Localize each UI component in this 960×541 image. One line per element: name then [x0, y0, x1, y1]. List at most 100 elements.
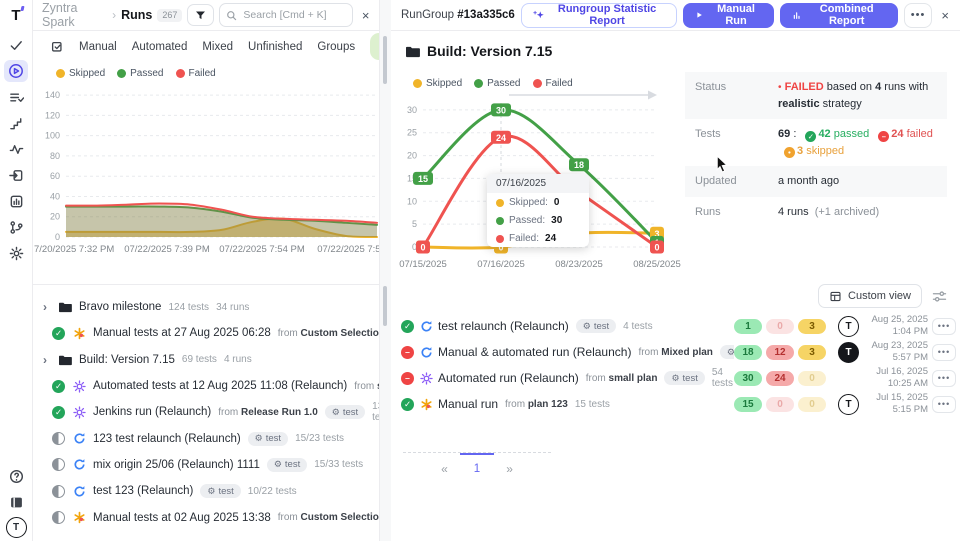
run-row[interactable]: ✓ Jenkins run (Relaunch) from Release Run …	[32, 399, 393, 425]
filter-button[interactable]	[187, 4, 215, 26]
svg-text:07/16/2025: 07/16/2025	[477, 259, 525, 270]
docs-book-icon[interactable]	[4, 491, 28, 513]
report-chart-icon[interactable]	[4, 190, 28, 212]
check-icon[interactable]	[4, 34, 28, 56]
run-row[interactable]: ✓ Manual tests at 27 Aug 2025 06:28 from C…	[32, 320, 413, 346]
run-row[interactable]: mix origin 25/06 (Relaunch) 1111 ⚙ test 15/…	[32, 452, 379, 478]
legend-dot-icon	[474, 79, 484, 88]
sliders-icon[interactable]	[932, 290, 947, 303]
rungroup-run-row[interactable]: – Manual & automated run (Relaunch) from M…	[401, 339, 956, 365]
avatar-cell: T	[838, 393, 866, 415]
page-number[interactable]: 1	[458, 453, 496, 475]
partial-status-icon	[52, 511, 65, 525]
skipped-badge: 0	[798, 396, 826, 412]
run-folder-row[interactable]: › Build: Version 7.15 69 tests 4 runs	[32, 347, 379, 373]
svg-text:08/23/2025: 08/23/2025	[555, 259, 603, 270]
passed-badge: 30	[734, 370, 762, 386]
custom-view-button[interactable]: Custom view	[818, 284, 922, 308]
rungroup-body: Build: Version 7.15 Skipped Passed Failed …	[391, 30, 960, 541]
manual-run-button[interactable]: Manual Run	[683, 2, 775, 28]
pagination: « 1 »	[403, 452, 551, 476]
run-row[interactable]: Manual tests at 02 Aug 2025 13:38 from Cu…	[32, 504, 413, 530]
relaunch-run-icon	[72, 432, 86, 446]
row-menu-button[interactable]: •••	[932, 317, 956, 335]
chart-legend: Skipped Passed Failed	[399, 72, 691, 91]
tab-manual[interactable]: Manual	[79, 40, 117, 53]
more-actions-button[interactable]: •••	[903, 2, 933, 28]
settings-gear-icon[interactable]	[4, 242, 28, 264]
scrollbar-thumb-list[interactable]	[383, 286, 387, 326]
row-menu-button[interactable]: •••	[932, 369, 956, 387]
svg-text:15: 15	[407, 173, 417, 183]
run-row[interactable]: 123 test relaunch (Relaunch) ⚙ test 15/23 t…	[32, 425, 379, 451]
svg-text:20: 20	[50, 212, 60, 222]
run-tests-count: 15/33 tests	[314, 459, 364, 471]
svg-text:3: 3	[654, 229, 659, 239]
tab-mixed[interactable]: Mixed	[202, 40, 234, 53]
run-row[interactable]: ✓ Automated tests at 12 Aug 2025 11:08 (R…	[32, 373, 446, 399]
legend-dot-icon	[117, 69, 127, 78]
combined-report-button[interactable]: Combined Report	[780, 2, 898, 28]
tooltip-date: 07/16/2025	[487, 174, 589, 193]
run-from-plan: Mixed plan	[661, 346, 713, 358]
legend-dot-icon	[175, 69, 185, 78]
legend-item-failed: Failed	[532, 78, 573, 89]
passed-check-icon: ✓	[52, 326, 65, 340]
user-avatar[interactable]: T	[5, 517, 27, 538]
failed-badge: 24	[766, 370, 794, 386]
run-row[interactable]: test 123 (Relaunch) ⚙ test 10/22 tests	[32, 478, 379, 504]
next-page-button[interactable]: »	[506, 462, 513, 476]
rungroup-run-row[interactable]: ✓ Manual run from plan 123 15 tests 15 0 0 T Jul…	[401, 391, 956, 417]
help-icon[interactable]	[4, 465, 28, 487]
svg-text:08/25/2025: 08/25/2025	[633, 259, 681, 270]
expand-chevron-icon[interactable]: ›	[43, 352, 47, 367]
svg-text:120: 120	[45, 110, 60, 120]
branch-icon[interactable]	[4, 216, 28, 238]
search-input[interactable]	[241, 8, 346, 22]
rungroup-run-row[interactable]: ✓ test relaunch (Relaunch) ⚙ test 4 tests 1 0 3…	[401, 313, 956, 339]
run-title: 123 test relaunch (Relaunch)	[93, 432, 241, 445]
select-all-icon[interactable]	[50, 40, 64, 54]
scrollbar-thumb-top[interactable]	[383, 36, 387, 84]
row-menu-button[interactable]: •••	[932, 343, 956, 361]
prev-page-button[interactable]: «	[441, 462, 448, 476]
avatar-cell: T	[838, 341, 866, 363]
svg-text:07/22/2025 7:39 PM: 07/22/2025 7:39 PM	[124, 244, 210, 255]
rungroup-statistic-report-button[interactable]: Rungroup Statistic Report	[520, 2, 678, 28]
breadcrumb-app[interactable]: Zyntra Spark	[42, 1, 78, 29]
run-from: from Custom Selection	[277, 327, 385, 339]
tooltip-dot-icon	[496, 216, 504, 225]
steps-icon[interactable]	[4, 112, 28, 134]
expand-chevron-icon[interactable]: ›	[43, 300, 47, 315]
tab-groups[interactable]: Groups	[317, 40, 356, 53]
relaunch-run-icon	[419, 345, 433, 359]
run-folder-row[interactable]: › Bravo milestone 124 tests 34 runs	[32, 294, 379, 320]
app-logo[interactable]: T	[0, 0, 32, 30]
passed-check-icon: ✓	[52, 379, 65, 393]
gear-icon: ⚙	[671, 372, 680, 383]
runs-play-circle-icon[interactable]	[4, 60, 28, 82]
svg-text:07/22/2025 7:54 PM: 07/22/2025 7:54 PM	[317, 244, 379, 255]
svg-text:25: 25	[407, 128, 417, 138]
run-result-badges: 15 0 0	[734, 396, 838, 412]
import-icon[interactable]	[4, 164, 28, 186]
search-box[interactable]	[219, 3, 354, 27]
run-title: Manual tests at 02 Aug 2025 13:38	[93, 511, 271, 524]
tab-unfinished[interactable]: Unfinished	[248, 40, 303, 53]
list-check-icon[interactable]	[4, 86, 28, 108]
legend-label: Skipped	[426, 78, 463, 89]
run-date: Jul 16, 2025 10:25 AM	[876, 366, 928, 389]
activity-pulse-icon[interactable]	[4, 138, 28, 160]
legend-item-passed: Passed	[474, 78, 521, 89]
avatar-cell: T	[838, 315, 866, 337]
detail-row-runs: Runs 4 runs (+1 archived)	[695, 205, 880, 218]
rungroup-close-icon[interactable]: ×	[938, 8, 952, 23]
panel-close-icon[interactable]: ×	[358, 8, 373, 23]
rungroup-run-row[interactable]: – Automated run (Relaunch) from small plan…	[401, 365, 956, 391]
passed-badge: 18	[734, 344, 762, 360]
skipped-badge: 3	[798, 344, 826, 360]
row-menu-button[interactable]: •••	[932, 395, 956, 413]
tab-automated[interactable]: Automated	[131, 40, 188, 53]
